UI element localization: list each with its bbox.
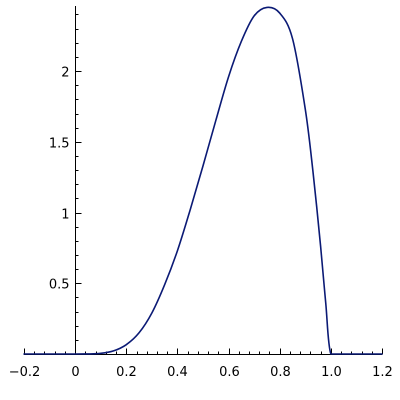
series-layer <box>23 6 383 355</box>
y-tick-label: 2 <box>61 66 69 81</box>
x-tick-label: 1.2 <box>372 365 393 380</box>
x-tick-label: 0.4 <box>167 365 188 380</box>
x-tick-label: 1.0 <box>321 365 342 380</box>
series-line <box>23 6 383 355</box>
x-tick-label: −0.2 <box>9 365 41 380</box>
x-tick-label: 0.2 <box>116 365 137 380</box>
x-tick-label: 0 <box>71 365 79 380</box>
y-tick-label: 1 <box>61 208 69 223</box>
y-tick-label: 0.5 <box>49 278 70 293</box>
tick-labels: −0.2 0 0.2 0.4 0.6 0.8 1.0 1.2 0.5 1 1.5 2 <box>9 66 393 381</box>
x-tick-label: 0.6 <box>219 365 240 380</box>
minor-ticks <box>24 14 383 355</box>
x-tick-label: 0.8 <box>270 365 291 380</box>
y-tick-label: 1.5 <box>49 137 70 152</box>
